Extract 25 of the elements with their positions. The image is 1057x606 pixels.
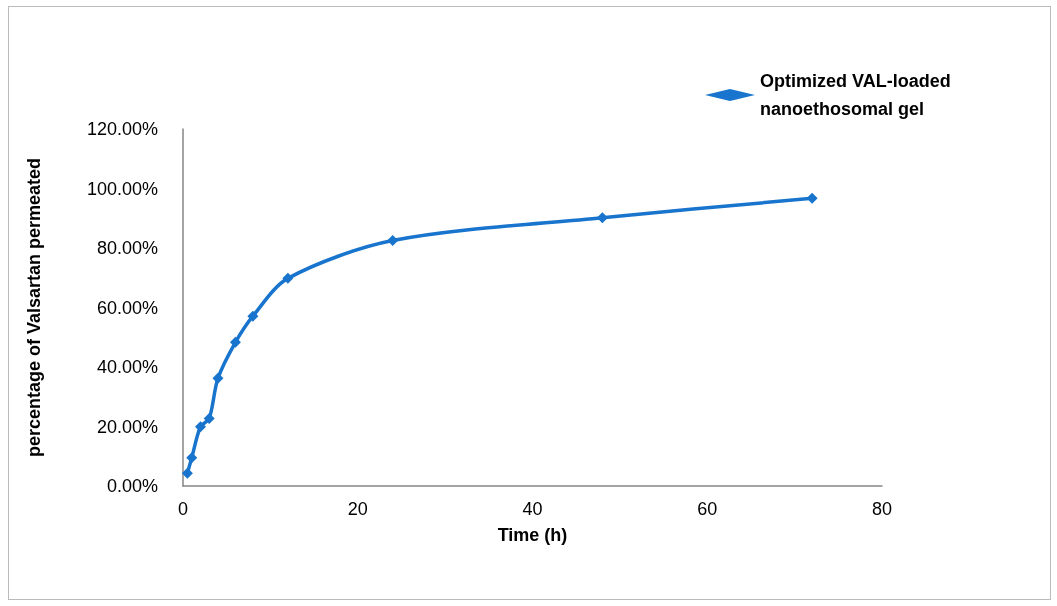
point: [387, 235, 399, 247]
x-tick-label: 40: [522, 499, 543, 519]
x-tick-label: 20: [347, 499, 368, 519]
point: [282, 272, 294, 284]
x-axis-title: Time (h): [497, 525, 568, 545]
x-tick-label: 0: [177, 499, 189, 519]
point: [203, 412, 215, 424]
y-tick-label: 0.00%: [106, 476, 158, 496]
point: [181, 467, 193, 479]
x-tick-label: 80: [871, 499, 893, 519]
x-tick-label: 60: [697, 499, 718, 519]
y-tick-label: 40.00%: [96, 357, 158, 377]
point: [247, 310, 259, 322]
point: [186, 452, 198, 464]
legend-label: Optimized VAL-loaded nanoethosomal gel: [760, 71, 956, 119]
point: [194, 421, 206, 433]
y-tick-label: 20.00%: [96, 416, 158, 437]
y-axis-title: percentage of Valsartan permeated: [24, 157, 44, 458]
y-tick-label: 120.00%: [86, 119, 158, 139]
point: [212, 372, 224, 384]
y-tick-label: 100.00%: [86, 178, 158, 199]
point: [596, 212, 608, 224]
y-tick-label: 80.00%: [96, 238, 158, 258]
point: [229, 336, 241, 348]
y-tick-label: 60.00%: [96, 297, 158, 318]
